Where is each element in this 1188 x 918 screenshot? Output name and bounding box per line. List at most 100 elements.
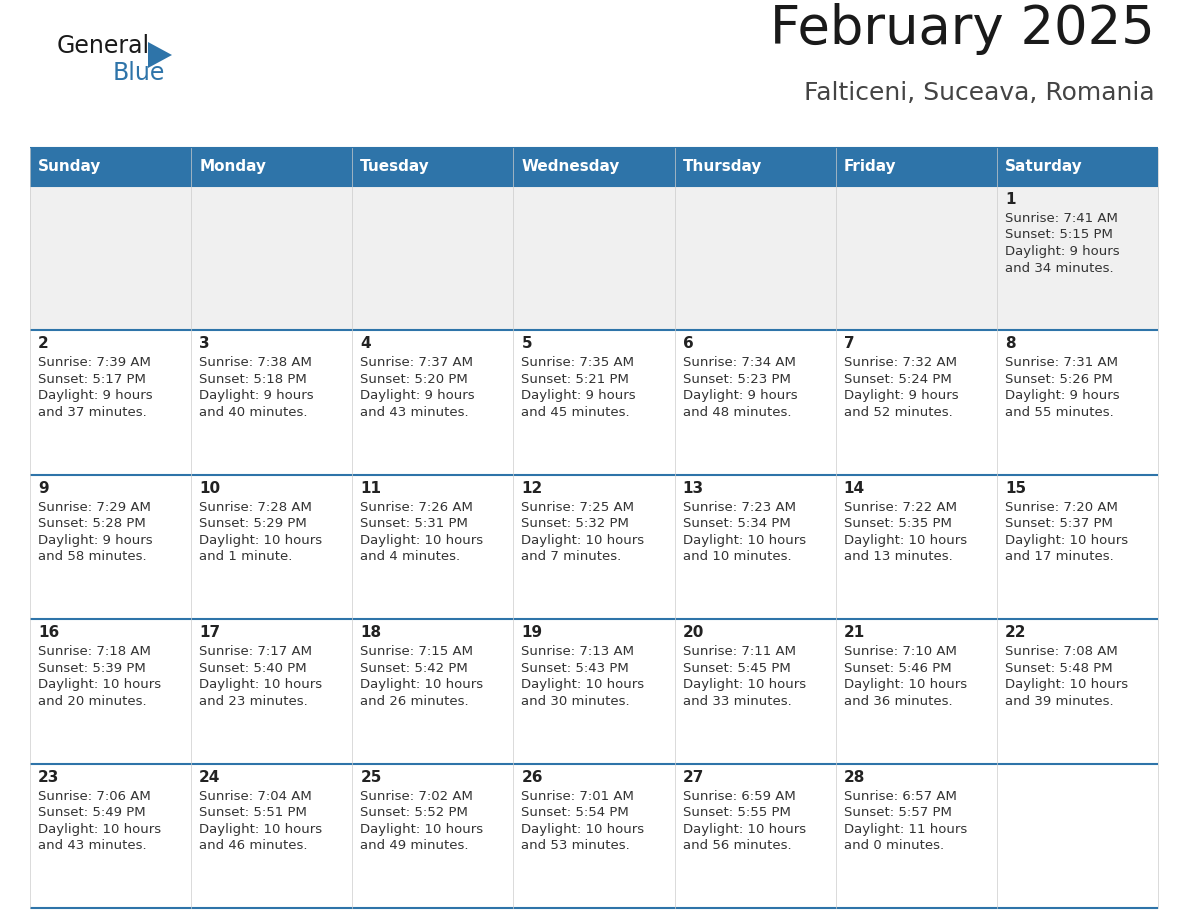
Text: Daylight: 10 hours: Daylight: 10 hours — [1005, 533, 1127, 547]
Text: Sunrise: 7:37 AM: Sunrise: 7:37 AM — [360, 356, 473, 369]
Text: Sunrise: 6:57 AM: Sunrise: 6:57 AM — [843, 789, 956, 802]
Text: Sunrise: 7:15 AM: Sunrise: 7:15 AM — [360, 645, 473, 658]
Text: 13: 13 — [683, 481, 703, 496]
Text: and 30 minutes.: and 30 minutes. — [522, 695, 630, 708]
Bar — [513, 620, 675, 764]
Text: and 20 minutes.: and 20 minutes. — [38, 695, 146, 708]
Bar — [30, 186, 191, 330]
Bar — [191, 186, 353, 330]
Text: 26: 26 — [522, 769, 543, 785]
Text: Blue: Blue — [113, 61, 165, 85]
Text: Falticeni, Suceava, Romania: Falticeni, Suceava, Romania — [804, 81, 1155, 105]
Text: Sunrise: 7:28 AM: Sunrise: 7:28 AM — [200, 501, 312, 514]
Text: Sunrise: 7:04 AM: Sunrise: 7:04 AM — [200, 789, 312, 802]
Bar — [30, 330, 191, 475]
Text: Sunset: 5:20 PM: Sunset: 5:20 PM — [360, 373, 468, 386]
Text: February 2025: February 2025 — [770, 3, 1155, 55]
Bar — [835, 186, 997, 330]
Text: Wednesday: Wednesday — [522, 160, 620, 174]
Text: and 37 minutes.: and 37 minutes. — [38, 406, 147, 419]
Text: 22: 22 — [1005, 625, 1026, 640]
Text: Tuesday: Tuesday — [360, 160, 430, 174]
Text: Daylight: 10 hours: Daylight: 10 hours — [1005, 678, 1127, 691]
Text: Sunrise: 7:02 AM: Sunrise: 7:02 AM — [360, 789, 473, 802]
Text: Sunrise: 7:23 AM: Sunrise: 7:23 AM — [683, 501, 796, 514]
Text: General: General — [57, 34, 150, 58]
Bar — [513, 475, 675, 620]
Text: Sunset: 5:52 PM: Sunset: 5:52 PM — [360, 806, 468, 819]
Text: Sunset: 5:37 PM: Sunset: 5:37 PM — [1005, 518, 1113, 531]
Bar — [997, 186, 1158, 330]
Text: Sunrise: 7:35 AM: Sunrise: 7:35 AM — [522, 356, 634, 369]
Bar — [513, 186, 675, 330]
Text: Daylight: 9 hours: Daylight: 9 hours — [683, 389, 797, 402]
Text: Sunset: 5:49 PM: Sunset: 5:49 PM — [38, 806, 146, 819]
Bar — [30, 148, 191, 186]
Text: Sunrise: 7:08 AM: Sunrise: 7:08 AM — [1005, 645, 1118, 658]
Text: 1: 1 — [1005, 192, 1016, 207]
Text: Thursday: Thursday — [683, 160, 762, 174]
Text: Sunset: 5:39 PM: Sunset: 5:39 PM — [38, 662, 146, 675]
Text: and 53 minutes.: and 53 minutes. — [522, 839, 630, 852]
Bar — [191, 475, 353, 620]
Text: 27: 27 — [683, 769, 704, 785]
Bar — [513, 764, 675, 908]
Text: Sunset: 5:32 PM: Sunset: 5:32 PM — [522, 518, 630, 531]
Text: Daylight: 9 hours: Daylight: 9 hours — [38, 533, 152, 547]
Bar — [835, 330, 997, 475]
Text: Sunrise: 7:32 AM: Sunrise: 7:32 AM — [843, 356, 956, 369]
Text: Sunrise: 7:22 AM: Sunrise: 7:22 AM — [843, 501, 956, 514]
Text: 3: 3 — [200, 336, 210, 352]
Text: Sunset: 5:57 PM: Sunset: 5:57 PM — [843, 806, 952, 819]
Bar — [191, 330, 353, 475]
Text: Sunrise: 7:13 AM: Sunrise: 7:13 AM — [522, 645, 634, 658]
Bar — [835, 148, 997, 186]
Bar — [353, 620, 513, 764]
Text: Sunset: 5:46 PM: Sunset: 5:46 PM — [843, 662, 952, 675]
Text: 11: 11 — [360, 481, 381, 496]
Text: Daylight: 10 hours: Daylight: 10 hours — [522, 823, 645, 835]
Text: Sunrise: 7:01 AM: Sunrise: 7:01 AM — [522, 789, 634, 802]
Text: 12: 12 — [522, 481, 543, 496]
Text: and 43 minutes.: and 43 minutes. — [38, 839, 146, 852]
Text: and 1 minute.: and 1 minute. — [200, 550, 292, 564]
Text: Sunset: 5:17 PM: Sunset: 5:17 PM — [38, 373, 146, 386]
Text: 9: 9 — [38, 481, 49, 496]
Text: Daylight: 10 hours: Daylight: 10 hours — [200, 533, 322, 547]
Text: and 46 minutes.: and 46 minutes. — [200, 839, 308, 852]
Text: Sunset: 5:26 PM: Sunset: 5:26 PM — [1005, 373, 1113, 386]
Text: Saturday: Saturday — [1005, 160, 1082, 174]
Text: 6: 6 — [683, 336, 694, 352]
Text: and 36 minutes.: and 36 minutes. — [843, 695, 953, 708]
Bar — [997, 148, 1158, 186]
Text: 10: 10 — [200, 481, 220, 496]
Text: Sunset: 5:35 PM: Sunset: 5:35 PM — [843, 518, 952, 531]
Bar — [675, 330, 835, 475]
Text: Daylight: 9 hours: Daylight: 9 hours — [1005, 389, 1119, 402]
Text: and 34 minutes.: and 34 minutes. — [1005, 262, 1113, 274]
Text: Sunrise: 7:26 AM: Sunrise: 7:26 AM — [360, 501, 473, 514]
Text: Daylight: 9 hours: Daylight: 9 hours — [843, 389, 959, 402]
Text: Sunrise: 6:59 AM: Sunrise: 6:59 AM — [683, 789, 795, 802]
Text: and 56 minutes.: and 56 minutes. — [683, 839, 791, 852]
Bar — [997, 620, 1158, 764]
Text: Sunrise: 7:29 AM: Sunrise: 7:29 AM — [38, 501, 151, 514]
Text: 2: 2 — [38, 336, 49, 352]
Bar — [835, 764, 997, 908]
Text: and 58 minutes.: and 58 minutes. — [38, 550, 146, 564]
Text: Daylight: 10 hours: Daylight: 10 hours — [522, 678, 645, 691]
Text: Sunset: 5:34 PM: Sunset: 5:34 PM — [683, 518, 790, 531]
Text: Sunset: 5:42 PM: Sunset: 5:42 PM — [360, 662, 468, 675]
Text: Sunrise: 7:06 AM: Sunrise: 7:06 AM — [38, 789, 151, 802]
Text: Daylight: 11 hours: Daylight: 11 hours — [843, 823, 967, 835]
Text: and 7 minutes.: and 7 minutes. — [522, 550, 621, 564]
Bar — [513, 148, 675, 186]
Text: and 10 minutes.: and 10 minutes. — [683, 550, 791, 564]
Text: 20: 20 — [683, 625, 704, 640]
Bar — [191, 148, 353, 186]
Text: Sunrise: 7:41 AM: Sunrise: 7:41 AM — [1005, 212, 1118, 225]
Text: Sunset: 5:29 PM: Sunset: 5:29 PM — [200, 518, 307, 531]
Text: Daylight: 9 hours: Daylight: 9 hours — [522, 389, 636, 402]
Text: and 39 minutes.: and 39 minutes. — [1005, 695, 1113, 708]
Text: Sunset: 5:51 PM: Sunset: 5:51 PM — [200, 806, 307, 819]
